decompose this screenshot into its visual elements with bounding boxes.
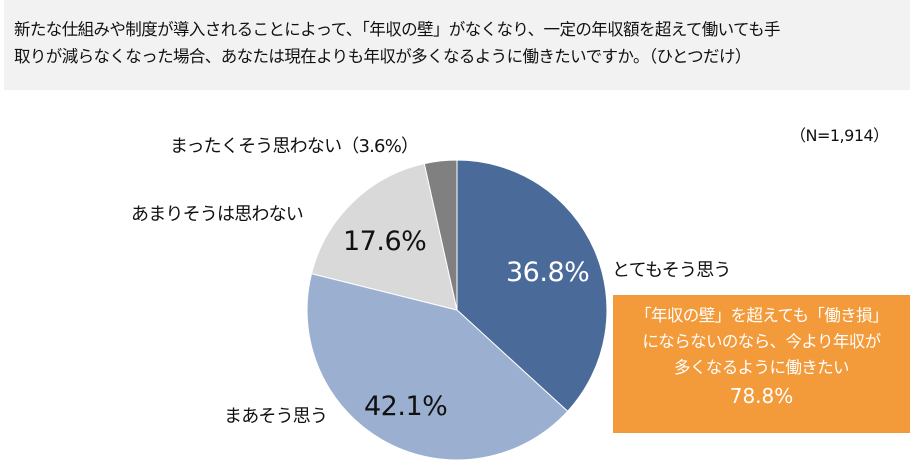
callout-line-2: にならないのなら、今より年収が [642, 332, 881, 351]
label-somewhat-agree: まあそう思う [224, 406, 328, 427]
summary-callout: 「年収の壁」を超えても「働き損」 にならないのなら、今より年収が 多くなるように… [613, 295, 910, 433]
label-not-really: あまりそうは思わない [131, 204, 304, 225]
pct-strongly-agree: 36.8% [506, 257, 590, 288]
callout-line-3: 多くなるように働きたい [674, 358, 850, 377]
question-line-1: 新たな仕組みや制度が導入されることによって、「年収の壁」がなくなり、一定の年収額… [14, 20, 781, 39]
pct-not-really: 17.6% [343, 226, 427, 257]
slice-not-at-all [423, 159, 458, 311]
label-not-at-all: まったくそう思わない（3.6%） [170, 136, 419, 157]
pct-somewhat-agree: 42.1% [364, 391, 448, 422]
callout-total: 78.8% [729, 384, 794, 408]
callout-line-1: 「年収の壁」を超えても「働き損」 [635, 306, 888, 325]
sample-size-label: （N=1,914） [790, 126, 889, 145]
slice-not-really [310, 163, 458, 311]
slice-somewhat-agree [306, 272, 569, 461]
slice-strongly-agree [456, 159, 608, 413]
question-box: 新たな仕組みや制度が導入されることによって、「年収の壁」がなくなり、一定の年収額… [4, 0, 910, 90]
label-strongly-agree: とてもそう思う [612, 260, 731, 281]
question-line-2: 取りが減らなくなった場合、あなたは現在よりも年収が多くなるように働きたいですか。… [14, 47, 751, 66]
